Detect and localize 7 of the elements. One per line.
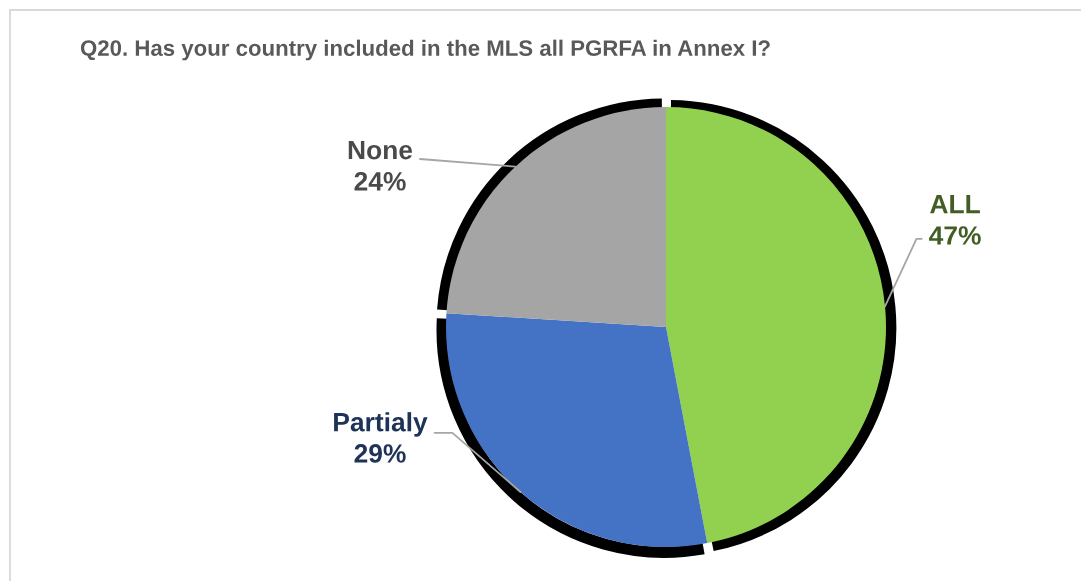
chart-title: Q20. Has your country included in the MLS all PGRFA in Annex I? [80, 39, 770, 61]
data-label: 47% [929, 226, 981, 245]
slice-label: ALL [930, 195, 980, 214]
slice-label: None [348, 140, 413, 160]
slice-label: Partialy [334, 412, 428, 437]
data-label: 29% [354, 444, 406, 463]
data-label: 24% [354, 171, 406, 191]
